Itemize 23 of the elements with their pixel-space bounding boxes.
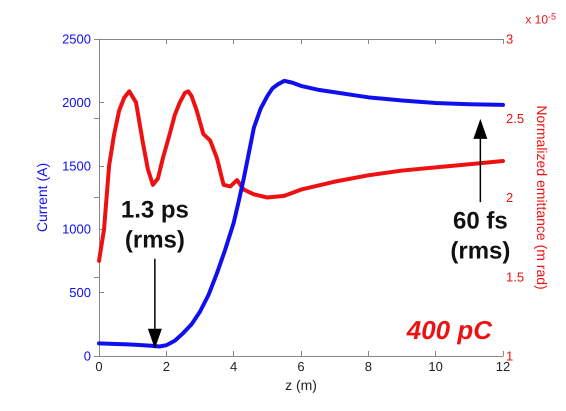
x-tick-label: 0 — [95, 359, 103, 374]
y2-axis-title: Normalized emittance (m rad) — [534, 105, 550, 290]
y2-tick-label: 2 — [506, 190, 514, 205]
y-axis-title: Current (A) — [34, 162, 50, 232]
y-tick-label: 2000 — [62, 94, 91, 110]
x-tick-label: 12 — [496, 359, 510, 374]
y2-tick-label: 1.5 — [506, 269, 524, 284]
annotation: 400 pC — [406, 315, 494, 345]
y-tick-label: 500 — [69, 285, 91, 300]
y-tick-label: 0 — [84, 348, 91, 364]
annotation: 60 fs (rms) — [450, 208, 510, 265]
x-tick-label: 2 — [162, 359, 170, 374]
y-tick-label: 1500 — [62, 158, 91, 174]
x-tick-label: 10 — [428, 359, 443, 374]
x-tick-label: 6 — [297, 359, 305, 374]
y2-tick-label: 2.5 — [506, 110, 524, 126]
x-axis-title: z (m) — [285, 376, 317, 393]
x-tick-label: 8 — [364, 359, 372, 374]
x-tick-label: 4 — [230, 359, 238, 374]
y2-tick-label: 3 — [506, 32, 514, 46]
y-tick-label: 1000 — [62, 222, 91, 237]
annotation: 1.3 ps (rms) — [120, 196, 189, 254]
y-tick-label: 2500 — [62, 32, 91, 46]
